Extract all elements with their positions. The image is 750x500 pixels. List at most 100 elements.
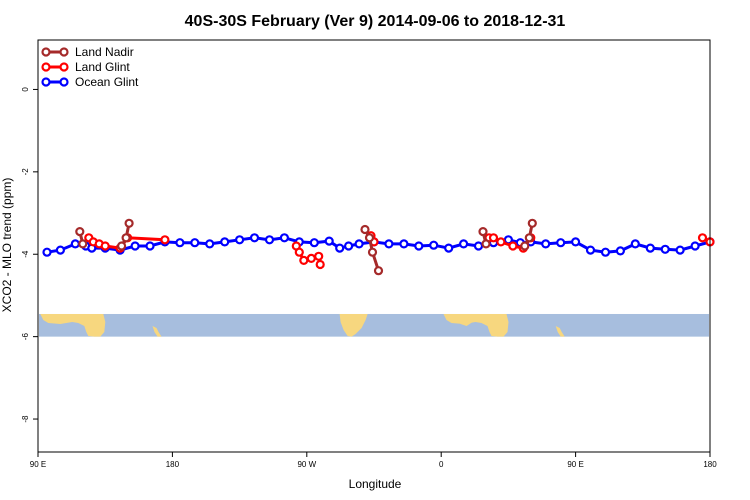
data-point <box>55 245 66 255</box>
data-point <box>675 245 685 255</box>
y-axis-ticks: 0 -2 -4 -6 -8 <box>21 87 38 423</box>
data-point <box>306 253 316 263</box>
x-axis-ticks: 90 E 180 90 W 0 90 E 180 <box>30 452 717 469</box>
x-tick-label: 90 E <box>30 460 46 469</box>
data-point <box>570 237 581 247</box>
data-point <box>344 241 354 251</box>
data-point <box>294 247 304 257</box>
data-point <box>100 241 110 251</box>
data-point <box>309 238 319 248</box>
data-point <box>660 244 670 254</box>
data-point <box>75 227 85 237</box>
data-point <box>414 241 424 251</box>
data-point <box>235 235 245 245</box>
series-layer <box>42 218 715 276</box>
data-point <box>78 239 88 249</box>
series-line <box>363 228 380 272</box>
data-point <box>205 239 215 249</box>
data-point <box>496 237 506 247</box>
data-point <box>630 239 640 249</box>
map-strip <box>39 313 709 337</box>
data-point <box>585 245 596 255</box>
data-point <box>600 247 611 257</box>
data-point <box>527 218 537 228</box>
data-point <box>175 238 185 248</box>
x-tick-label: 90 W <box>297 460 316 469</box>
legend-item: Land Nadir <box>41 45 134 59</box>
data-point <box>364 233 375 243</box>
data-point <box>360 224 370 235</box>
data-point <box>541 239 551 249</box>
data-point <box>459 239 469 249</box>
data-point <box>520 241 530 251</box>
y-tick-label: -8 <box>21 415 30 423</box>
data-point <box>429 240 439 250</box>
land-shape <box>339 314 368 337</box>
chart-title: 40S-30S February (Ver 9) 2014-09-06 to 2… <box>185 13 566 30</box>
data-point <box>70 239 80 249</box>
x-tick-label: 180 <box>166 460 180 469</box>
data-point <box>145 241 155 251</box>
data-point <box>488 233 499 243</box>
data-point <box>690 241 700 251</box>
legend-marker <box>41 62 51 72</box>
x-tick-label: 0 <box>439 460 444 469</box>
series-land-nadir <box>75 218 537 276</box>
legend-label: Ocean Glint <box>75 75 139 89</box>
data-point <box>279 233 289 243</box>
legend-item: Land Glint <box>41 60 130 74</box>
data-point <box>697 233 708 243</box>
data-point <box>130 241 140 251</box>
legend-marker <box>59 77 69 87</box>
land-shapes <box>40 314 565 337</box>
data-point <box>190 238 200 248</box>
data-point <box>220 237 230 247</box>
data-point <box>508 241 518 251</box>
data-point <box>524 233 534 243</box>
y-tick-label: -6 <box>21 333 30 341</box>
y-tick-label: 0 <box>21 87 30 92</box>
x-axis-label: Longitude <box>349 477 402 491</box>
land-shape <box>454 314 477 326</box>
legend-label: Land Nadir <box>75 45 134 59</box>
data-point <box>299 255 309 265</box>
data-point <box>373 266 384 276</box>
data-point <box>335 243 345 253</box>
data-point <box>121 233 131 243</box>
data-point <box>315 259 325 270</box>
y-axis-label: XCO2 - MLO trend (ppm) <box>0 178 14 313</box>
data-point <box>473 241 484 251</box>
land-shape <box>152 326 162 337</box>
data-point <box>384 239 394 249</box>
data-point <box>556 238 566 248</box>
data-point <box>124 218 134 228</box>
legend-marker <box>41 77 51 87</box>
ocean-band <box>39 313 709 337</box>
data-point <box>160 235 170 245</box>
legend-marker <box>59 47 69 57</box>
data-point <box>615 246 626 256</box>
data-point <box>42 247 52 257</box>
data-point <box>314 251 324 261</box>
data-point <box>645 243 655 253</box>
data-point <box>354 239 364 249</box>
data-point <box>324 236 334 246</box>
y-tick-label: -4 <box>21 250 30 258</box>
data-point <box>444 243 454 253</box>
data-point <box>478 227 488 237</box>
legend-marker <box>41 47 51 57</box>
legend-label: Land Glint <box>75 60 130 74</box>
legend-marker <box>59 62 69 72</box>
land-shape <box>555 326 565 337</box>
data-point <box>367 247 378 257</box>
data-point <box>116 241 127 251</box>
legend-item: Ocean Glint <box>41 75 139 89</box>
data-point <box>399 239 409 249</box>
land-shape <box>40 314 106 337</box>
data-point <box>264 235 275 245</box>
y-tick-label: -2 <box>21 168 30 176</box>
data-point <box>481 239 491 249</box>
plot-frame <box>37 39 711 453</box>
